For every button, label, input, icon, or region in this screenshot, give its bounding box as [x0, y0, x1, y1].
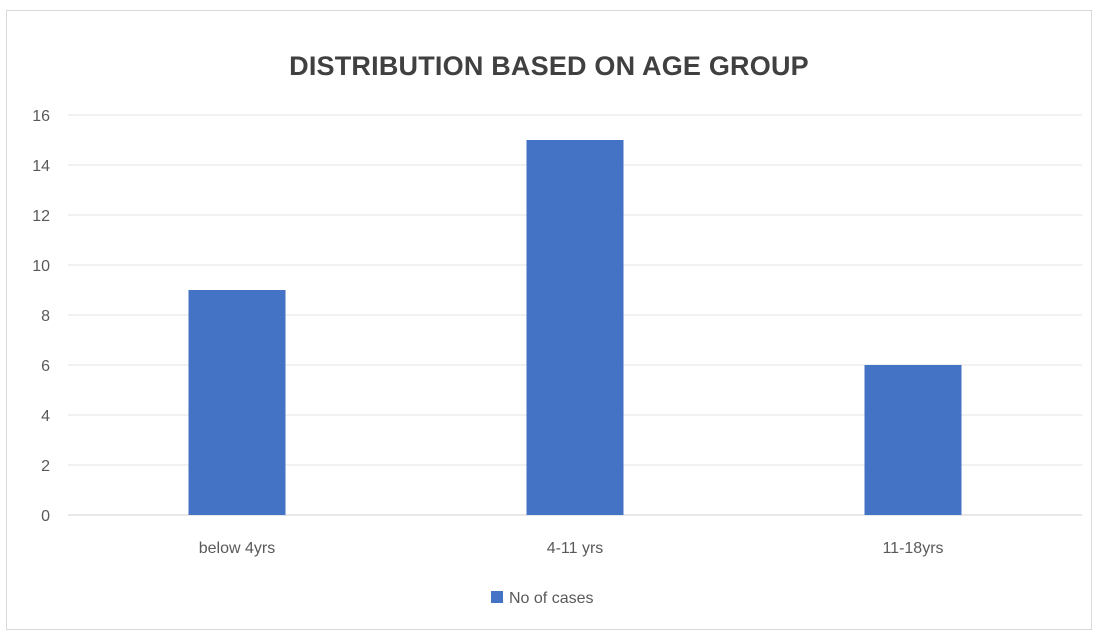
- bar: [865, 365, 962, 515]
- x-tick-label: below 4yrs: [199, 540, 275, 557]
- x-tick-label: 4-11 yrs: [547, 540, 604, 557]
- bar: [189, 290, 286, 515]
- bar: [527, 140, 624, 515]
- x-tick-label: 11-18yrs: [882, 540, 943, 557]
- legend-swatch: [491, 591, 503, 603]
- y-tick-label: 14: [32, 158, 50, 175]
- y-tick-label: 4: [41, 408, 50, 425]
- y-tick-label: 12: [32, 208, 50, 225]
- y-tick-label: 0: [41, 508, 50, 525]
- legend-label: No of cases: [509, 590, 593, 607]
- y-tick-label: 10: [32, 258, 50, 275]
- y-tick-label: 16: [32, 108, 50, 125]
- y-tick-label: 8: [41, 308, 50, 325]
- y-tick-label: 6: [41, 358, 50, 375]
- y-tick-label: 2: [41, 458, 50, 475]
